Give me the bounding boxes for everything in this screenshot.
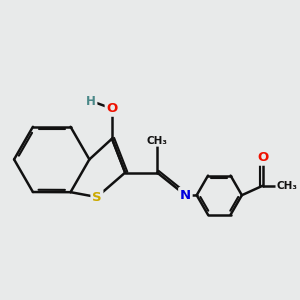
Text: CH₃: CH₃ bbox=[147, 136, 168, 146]
Text: N: N bbox=[180, 189, 191, 202]
Text: O: O bbox=[106, 102, 118, 115]
Text: H: H bbox=[86, 94, 96, 108]
Text: O: O bbox=[257, 151, 268, 164]
Text: S: S bbox=[92, 190, 102, 204]
Text: CH₃: CH₃ bbox=[277, 181, 298, 191]
